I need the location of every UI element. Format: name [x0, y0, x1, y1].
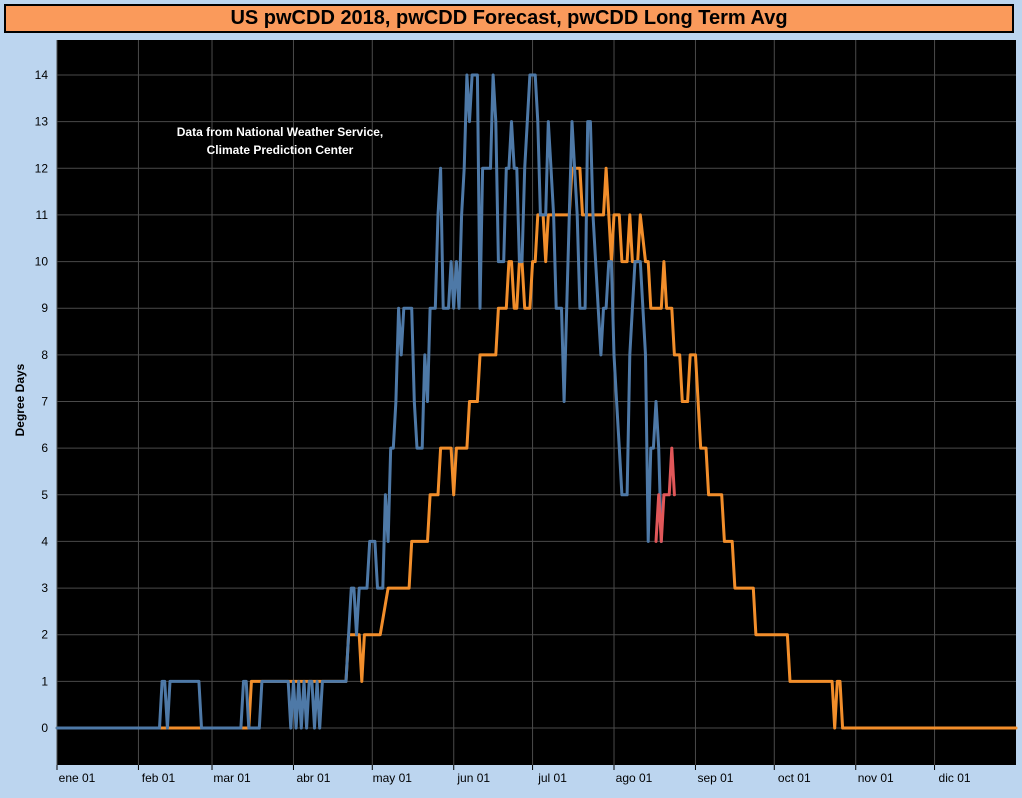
- x-tick-label: oct 01: [778, 771, 811, 785]
- y-tick-label: 9: [41, 301, 48, 315]
- y-tick-label: 12: [35, 161, 49, 175]
- x-axis: ene 01 feb 01 mar 01 abr 01 may 01 jun 01 jul …: [56, 765, 971, 785]
- x-tick-label: feb 01: [142, 771, 176, 785]
- y-tick-label: 8: [41, 348, 48, 362]
- y-tick-label: 11: [36, 208, 49, 222]
- x-tick-label: ago 01: [616, 771, 653, 785]
- x-tick-label: abr 01: [296, 771, 330, 785]
- source-annotation: Data from National Weather Service, Clima…: [177, 125, 384, 157]
- y-tick-label: 14: [35, 68, 49, 82]
- y-tick-label: 4: [41, 534, 48, 548]
- x-tick-label: sep 01: [697, 771, 733, 785]
- series-line-forecast: [654, 446, 676, 543]
- x-tick-label: nov 01: [858, 771, 894, 785]
- y-tick-label: 3: [41, 581, 48, 595]
- y-tick-label: 5: [41, 488, 48, 502]
- x-tick-label: mar 01: [213, 771, 251, 785]
- annotation-line: Data from National Weather Service,: [177, 125, 384, 139]
- y-tick-label: 13: [35, 115, 49, 129]
- series-line-2018: [55, 73, 663, 730]
- x-tick-label: jun 01: [456, 771, 490, 785]
- plot-area: [57, 40, 1016, 765]
- x-tick-label: may 01: [373, 771, 413, 785]
- y-tick-label: 7: [41, 395, 48, 409]
- y-tick-label: 1: [41, 674, 48, 688]
- y-tick-label: 2: [41, 628, 48, 642]
- series-group: [55, 73, 1018, 730]
- y-tick-label: 6: [41, 441, 48, 455]
- chart-title: US pwCDD 2018, pwCDD Forecast, pwCDD Lon…: [4, 4, 1014, 33]
- x-tick-label: ene 01: [59, 771, 96, 785]
- y-axis-label: Degree Days: [13, 363, 27, 436]
- x-tick-label: jul 01: [537, 771, 567, 785]
- annotation-line: Climate Prediction Center: [207, 143, 354, 157]
- y-tick-label: 10: [35, 255, 49, 269]
- y-tick-label: 0: [41, 721, 48, 735]
- x-tick-label: dic 01: [939, 771, 971, 785]
